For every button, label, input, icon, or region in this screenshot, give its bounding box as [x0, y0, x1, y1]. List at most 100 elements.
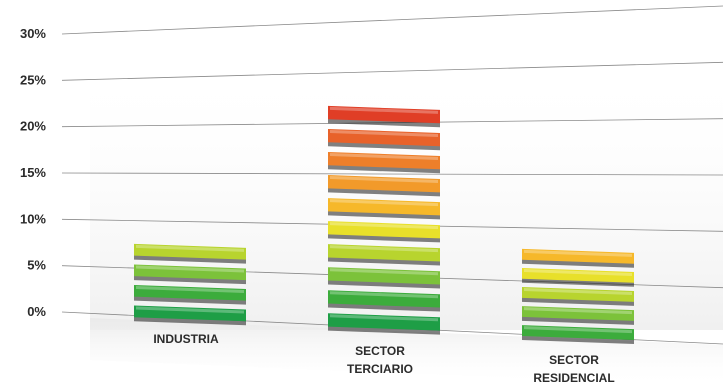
bar-segment-shadow: [328, 141, 440, 151]
bar-segment-shadow: [522, 296, 634, 306]
category-label-line: TERCIARIO: [347, 362, 413, 376]
bar-segment-face: [328, 175, 440, 193]
bar-segment: [328, 221, 440, 243]
bar-segment-highlight: [330, 314, 438, 322]
bar-segment-shadow: [328, 210, 440, 220]
bar-segment-face: [134, 243, 246, 260]
bar-segment-highlight: [524, 288, 632, 296]
bar-segment-shadow: [522, 277, 634, 287]
bar-segment-highlight: [330, 268, 438, 276]
bar: [134, 243, 246, 326]
bar-segment-highlight: [136, 306, 244, 314]
bar-segment-highlight: [330, 106, 438, 114]
bar-segment-highlight: [524, 307, 632, 315]
bar-segment-face: [328, 221, 440, 239]
bar-segment-shadow: [328, 118, 440, 128]
bar-segment: [522, 306, 634, 325]
bar-segment-shadow: [134, 254, 246, 264]
bar-segment-face: [522, 267, 634, 283]
y-tick-label: 25%: [20, 72, 46, 87]
bar-segment-face: [134, 264, 246, 281]
bar-segment-shadow: [522, 315, 634, 325]
bar-segment-highlight: [330, 153, 438, 161]
category-label-line: SECTOR: [355, 344, 405, 358]
y-tick-label: 5%: [27, 258, 46, 273]
bar-segment-face: [522, 325, 634, 340]
bar-segment: [328, 198, 440, 220]
y-tick-label: 15%: [20, 165, 46, 180]
bar-segment-face: [134, 284, 246, 301]
bar-segment-shadow: [328, 256, 440, 266]
bar-segment: [522, 287, 634, 306]
bar-segment-shadow: [522, 334, 634, 344]
bar: [522, 248, 634, 344]
bar-segment-highlight: [330, 245, 438, 253]
bar-segment: [522, 248, 634, 268]
bar-segment-shadow: [522, 258, 634, 268]
y-tick-label: 10%: [20, 211, 46, 226]
bar-segment: [328, 105, 440, 128]
bar-segment-highlight: [524, 249, 632, 257]
bar-segment-highlight: [330, 176, 438, 184]
y-tick-label: 20%: [20, 119, 46, 134]
gridline: [61, 5, 723, 35]
gridline: [61, 61, 723, 81]
bar-segment: [134, 264, 246, 285]
bar-segment-shadow: [328, 325, 440, 335]
bar-segment-shadow: [328, 302, 440, 312]
bar-segment-highlight: [330, 222, 438, 230]
bars: [134, 105, 634, 344]
y-axis-tick-labels: 0% 5% 10% 15% 20% 25% 30%: [20, 26, 46, 319]
bar-segment-face: [328, 198, 440, 216]
bar-segment-face: [328, 128, 440, 147]
bar-segment-shadow: [328, 187, 440, 197]
floor-shadow: [90, 318, 723, 387]
bar-segment: [134, 243, 246, 264]
bar-segment: [134, 305, 246, 326]
y-tick-label: 0%: [27, 304, 46, 319]
bar-segment-highlight: [524, 268, 632, 276]
bar-segment-shadow: [328, 279, 440, 289]
bar-segment-face: [328, 152, 440, 170]
bar-segment-shadow: [328, 233, 440, 243]
bar-segment: [328, 244, 440, 266]
bar-segment-highlight: [136, 244, 244, 252]
bar-segment-shadow: [328, 164, 440, 174]
bar-segment-face: [522, 248, 634, 264]
category-label-line: RESIDENCIAL: [533, 371, 614, 385]
bar-segment-highlight: [330, 291, 438, 299]
bar-segment-face: [328, 267, 440, 285]
bar-segment-highlight: [524, 326, 632, 334]
bar-segment-shadow: [134, 295, 246, 305]
y-tick-label: 30%: [20, 26, 46, 41]
bar-segment: [328, 290, 440, 312]
bar-segment-face: [328, 105, 440, 124]
bar-segment-highlight: [136, 265, 244, 273]
bar-segment-face: [328, 290, 440, 308]
bar-segment: [328, 313, 440, 335]
bar-segment: [328, 267, 440, 289]
bar-segment-face: [328, 244, 440, 262]
bar-segment-highlight: [330, 129, 438, 137]
bar-segment-shadow: [134, 275, 246, 285]
bar-segment: [328, 175, 440, 197]
gridline: [61, 172, 723, 176]
bar-segment: [328, 128, 440, 151]
category-labels: INDUSTRIA SECTOR TERCIARIO SECTOR RESIDENCIA…: [153, 332, 614, 385]
bar-segment: [522, 325, 634, 344]
bar-segment-shadow: [134, 316, 246, 326]
bar-segment: [522, 267, 634, 287]
category-label-line: INDUSTRIA: [153, 332, 219, 346]
bar-segment-face: [522, 287, 634, 302]
bar-segment-highlight: [330, 199, 438, 207]
bar-segment: [134, 284, 246, 305]
bar-segment-face: [328, 313, 440, 331]
bar-segment-highlight: [136, 285, 244, 293]
bar-segment-face: [522, 306, 634, 321]
category-label: SECTOR TERCIARIO: [347, 344, 413, 376]
bar: [328, 105, 440, 335]
bar-segment-face: [134, 305, 246, 322]
category-label: SECTOR RESIDENCIAL: [533, 353, 614, 385]
category-label: INDUSTRIA: [153, 332, 219, 346]
